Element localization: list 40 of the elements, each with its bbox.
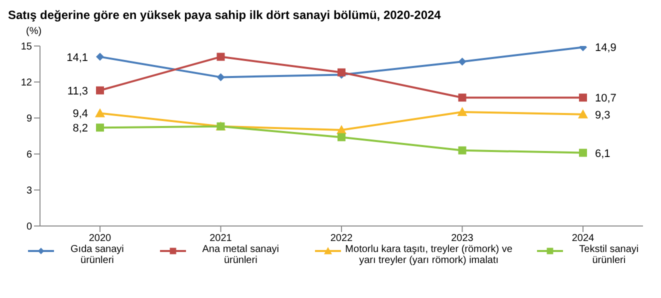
point bbox=[96, 86, 104, 94]
point bbox=[578, 109, 588, 118]
y-axis-title: (%) bbox=[26, 26, 42, 37]
point bbox=[458, 94, 466, 102]
x-tick-label: 2023 bbox=[451, 233, 474, 244]
point bbox=[458, 58, 466, 66]
y-tick-label: 0 bbox=[26, 222, 32, 233]
legend-label: Gıda sanayi ürünleri bbox=[70, 244, 125, 266]
y-tick-label: 15 bbox=[20, 42, 32, 53]
x-tick-label: 2024 bbox=[572, 233, 595, 244]
legend-label: Tekstil sanayi ürünleri bbox=[578, 244, 640, 266]
legend-label: Ana metal sanayi ürünleri bbox=[201, 244, 280, 266]
point bbox=[579, 94, 587, 102]
data-label: 9,4 bbox=[72, 108, 88, 120]
legend-label: Motorlu kara taşıtı, treyler (römork) ve yarı treyler (yarı römork) imalatı bbox=[344, 244, 514, 266]
x-tick-label: 2021 bbox=[210, 233, 232, 244]
point bbox=[457, 107, 468, 116]
y-tick-label: 6 bbox=[26, 150, 32, 161]
point bbox=[96, 52, 104, 61]
data-label: 6,1 bbox=[595, 148, 610, 160]
point bbox=[216, 73, 225, 82]
point bbox=[458, 146, 466, 154]
point bbox=[338, 68, 346, 76]
data-label: 10,7 bbox=[595, 92, 616, 105]
point bbox=[96, 124, 104, 132]
y-tick-label: 12 bbox=[20, 78, 32, 89]
point bbox=[216, 52, 225, 61]
point bbox=[338, 133, 346, 142]
data-label: 14,9 bbox=[595, 42, 616, 54]
data-label: 8,2 bbox=[72, 122, 88, 135]
point bbox=[579, 148, 587, 157]
y-tick-label: 3 bbox=[26, 186, 32, 197]
y-tick-label: 9 bbox=[26, 114, 32, 125]
data-label: 9,3 bbox=[595, 109, 610, 122]
point bbox=[95, 108, 105, 118]
chart-title: Satış değerine göre en yüksek paya sahip ilk dört sanayi bölümü, 2020-2024 bbox=[8, 8, 442, 24]
data-label: 11,3 bbox=[67, 85, 88, 98]
x-tick-label: 2022 bbox=[330, 233, 354, 244]
x-tick-label: 2020 bbox=[88, 233, 112, 244]
data-label: 14,1 bbox=[66, 52, 88, 64]
